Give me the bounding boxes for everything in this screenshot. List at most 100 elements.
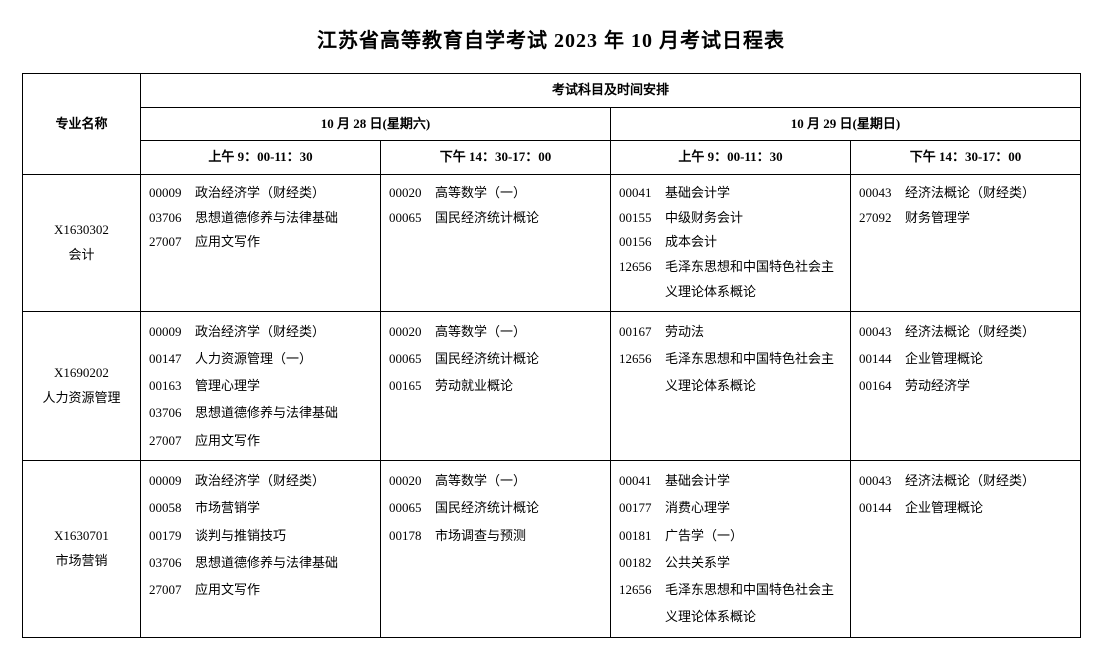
- course-line: 00009政治经济学（财经类）: [149, 467, 374, 494]
- course-code: 00009: [149, 467, 195, 494]
- course-name: 应用文写作: [195, 230, 374, 255]
- course-code: 03706: [149, 206, 195, 231]
- header-day1-am: 上午 9：00-11：30: [141, 141, 381, 175]
- course-line: 00065国民经济统计概论: [389, 494, 604, 521]
- course-name: 思想道德修养与法律基础: [195, 206, 374, 231]
- course-code: 00179: [149, 522, 195, 549]
- course-code: 00020: [389, 318, 435, 345]
- course-code: 00009: [149, 318, 195, 345]
- course-name: 企业管理概论: [905, 345, 1074, 372]
- schedule-table: 专业名称 考试科目及时间安排 10 月 28 日(星期六) 10 月 29 日(…: [22, 73, 1081, 638]
- course-line: 00165劳动就业概论: [389, 372, 604, 399]
- course-line: 00144企业管理概论: [859, 494, 1074, 521]
- page-title: 江苏省高等教育自学考试 2023 年 10 月考试日程表: [22, 24, 1080, 53]
- course-code: 27007: [149, 576, 195, 603]
- course-name: 公共关系学: [665, 549, 844, 576]
- course-name: 基础会计学: [665, 467, 844, 494]
- course-name: 政治经济学（财经类）: [195, 181, 374, 206]
- slot-cell: 00167劳动法12656毛泽东思想和中国特色社会主义理论体系概论: [611, 311, 851, 460]
- course-code: 00043: [859, 181, 905, 206]
- course-line: 00058市场营销学: [149, 494, 374, 521]
- course-name: 应用文写作: [195, 576, 374, 603]
- course-line: 27007应用文写作: [149, 230, 374, 255]
- course-line: 03706思想道德修养与法律基础: [149, 549, 374, 576]
- course-line: 00043经济法概论（财经类）: [859, 467, 1074, 494]
- course-line: 00182公共关系学: [619, 549, 844, 576]
- course-name: 市场营销学: [195, 494, 374, 521]
- course-code: 00041: [619, 181, 665, 206]
- course-name: 成本会计: [665, 230, 844, 255]
- major-code: X1690202: [29, 361, 134, 386]
- course-line: 00041基础会计学: [619, 181, 844, 206]
- course-line: 00041基础会计学: [619, 467, 844, 494]
- course-line: 00009政治经济学（财经类）: [149, 318, 374, 345]
- course-name: 中级财务会计: [665, 206, 844, 231]
- course-name: 广告学（一）: [665, 522, 844, 549]
- course-name: 经济法概论（财经类）: [905, 467, 1074, 494]
- major-cell: X1690202人力资源管理: [23, 311, 141, 460]
- header-day2: 10 月 29 日(星期日): [611, 107, 1081, 141]
- course-code: 00065: [389, 494, 435, 521]
- course-line: 03706思想道德修养与法律基础: [149, 206, 374, 231]
- course-name: 高等数学（一）: [435, 318, 604, 345]
- course-name: 政治经济学（财经类）: [195, 318, 374, 345]
- course-line: 00155中级财务会计: [619, 206, 844, 231]
- course-line: 00020高等数学（一）: [389, 467, 604, 494]
- course-code: 00144: [859, 345, 905, 372]
- course-name: 高等数学（一）: [435, 181, 604, 206]
- header-day1-pm: 下午 14：30-17：00: [381, 141, 611, 175]
- course-name: 应用文写作: [195, 427, 374, 454]
- course-code: 12656: [619, 576, 665, 603]
- course-line: 00065国民经济统计概论: [389, 206, 604, 231]
- course-code: 00065: [389, 345, 435, 372]
- course-code: 00163: [149, 372, 195, 399]
- course-code: 00182: [619, 549, 665, 576]
- slot-cell: 00020高等数学（一）00065国民经济统计概论: [381, 175, 611, 311]
- course-line: 00144企业管理概论: [859, 345, 1074, 372]
- course-code: 27007: [149, 427, 195, 454]
- course-code: 12656: [619, 255, 665, 280]
- course-code: 03706: [149, 549, 195, 576]
- course-line: 00167劳动法: [619, 318, 844, 345]
- course-name: 市场调查与预测: [435, 522, 604, 549]
- course-line: 00147人力资源管理（一）: [149, 345, 374, 372]
- slot-cell: 00043经济法概论（财经类）27092财务管理学: [851, 175, 1081, 311]
- major-cell: X1630302会计: [23, 175, 141, 311]
- course-line: 00177消费心理学: [619, 494, 844, 521]
- course-name: 高等数学（一）: [435, 467, 604, 494]
- header-day2-am: 上午 9：00-11：30: [611, 141, 851, 175]
- course-line: 27092财务管理学: [859, 206, 1074, 231]
- course-name: 毛泽东思想和中国特色社会主义理论体系概论: [665, 345, 844, 400]
- course-name: 思想道德修养与法律基础: [195, 549, 374, 576]
- course-line: 00163管理心理学: [149, 372, 374, 399]
- course-line: 03706思想道德修养与法律基础: [149, 399, 374, 426]
- course-line: 00181广告学（一）: [619, 522, 844, 549]
- table-row: X1630302会计00009政治经济学（财经类）03706思想道德修养与法律基…: [23, 175, 1081, 311]
- course-name: 国民经济统计概论: [435, 345, 604, 372]
- header-schedule: 考试科目及时间安排: [141, 74, 1081, 108]
- course-line: 00009政治经济学（财经类）: [149, 181, 374, 206]
- course-code: 00065: [389, 206, 435, 231]
- course-line: 00164劳动经济学: [859, 372, 1074, 399]
- course-code: 00020: [389, 181, 435, 206]
- major-cell: X1630701市场营销: [23, 460, 141, 637]
- course-line: 00020高等数学（一）: [389, 181, 604, 206]
- course-code: 00020: [389, 467, 435, 494]
- slot-cell: 00009政治经济学（财经类）00058市场营销学00179谈判与推销技巧037…: [141, 460, 381, 637]
- slot-cell: 00043经济法概论（财经类）00144企业管理概论00164劳动经济学: [851, 311, 1081, 460]
- table-row: X1690202人力资源管理 00009政治经济学（财经类）00147人力资源管理…: [23, 311, 1081, 460]
- course-code: 00043: [859, 318, 905, 345]
- course-name: 经济法概论（财经类）: [905, 181, 1074, 206]
- course-line: 27007应用文写作: [149, 427, 374, 454]
- slot-cell: 00020高等数学（一）00065国民经济统计概论00165劳动就业概论: [381, 311, 611, 460]
- slot-cell: 00009政治经济学（财经类）03706思想道德修养与法律基础27007应用文写…: [141, 175, 381, 311]
- course-code: 00156: [619, 230, 665, 255]
- course-name: 谈判与推销技巧: [195, 522, 374, 549]
- course-name: 国民经济统计概论: [435, 494, 604, 521]
- major-name: 市场营销: [29, 549, 134, 574]
- course-line: 00043经济法概论（财经类）: [859, 318, 1074, 345]
- header-day1: 10 月 28 日(星期六): [141, 107, 611, 141]
- course-code: 00009: [149, 181, 195, 206]
- course-name: 企业管理概论: [905, 494, 1074, 521]
- course-name: 劳动就业概论: [435, 372, 604, 399]
